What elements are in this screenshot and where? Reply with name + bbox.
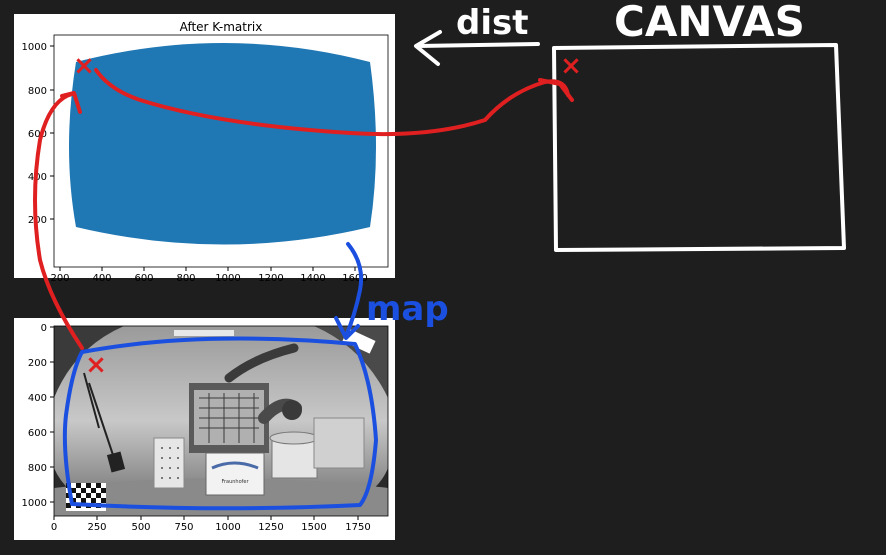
k-matrix-x-tick-label: 1200	[258, 273, 283, 284]
k-matrix-x-tick-label: 1400	[300, 273, 325, 284]
fisheye-y-tick-label: 0	[41, 323, 47, 334]
red-mapping-curve	[94, 68, 570, 137]
k-matrix-title: After K-matrix	[180, 20, 263, 34]
blue-image-outline	[62, 336, 378, 511]
map-label: map	[366, 289, 449, 329]
k-matrix-x-tick-label: 1000	[215, 273, 240, 284]
fisheye-y-tick-label: 400	[28, 393, 47, 404]
red-x-marker-image: ×	[85, 350, 107, 380]
blue-map-arrow	[334, 242, 364, 340]
fisheye-x-tick-label: 250	[87, 522, 106, 533]
k-matrix-x-tick-label: 1600	[342, 273, 367, 284]
fisheye-x-tick-label: 1250	[258, 522, 283, 533]
dist-label: dist	[456, 3, 528, 43]
k-matrix-y-tick-label: 600	[28, 129, 47, 140]
fisheye-x-tick-label: 1500	[301, 522, 326, 533]
red-x-marker-plot: ×	[73, 51, 95, 81]
red-arrowhead-canvas	[538, 78, 574, 102]
k-matrix-x-tick-label: 400	[92, 273, 111, 284]
red-arrowhead-plot	[60, 91, 82, 114]
dist-arrow	[414, 30, 540, 66]
fisheye-y-tick-label: 600	[28, 428, 47, 439]
k-matrix-y-tick-label: 1000	[22, 42, 47, 53]
fisheye-y-ticks: 0 200 400 600 800 1000	[22, 323, 54, 509]
k-matrix-distorted-region	[69, 43, 376, 245]
k-matrix-plot-panel: After K-matrix 200 400 600 800 1000 1200…	[14, 14, 395, 284]
k-matrix-axes-frame	[53, 34, 389, 268]
fisheye-y-tick-label: 200	[28, 358, 47, 369]
fisheye-x-tick-label: 500	[131, 522, 150, 533]
fisheye-y-tick-label: 800	[28, 463, 47, 474]
fisheye-x-tick-label: 750	[174, 522, 193, 533]
k-matrix-x-tick-label: 800	[176, 273, 195, 284]
fisheye-x-tick-label: 1750	[345, 522, 370, 533]
sign-label: Fraunhofer	[221, 479, 249, 485]
k-matrix-x-tick-label: 200	[50, 273, 69, 284]
canvas-box	[552, 43, 846, 252]
fisheye-x-tick-label: 0	[51, 522, 57, 533]
red-return-curve	[33, 92, 84, 350]
fisheye-axes-frame	[53, 325, 389, 517]
fisheye-x-ticks: 0 250 500 750 1000 1250 1500 1750	[51, 516, 371, 533]
k-matrix-plot: After K-matrix 200 400 600 800 1000 1200…	[22, 20, 389, 284]
k-matrix-x-ticks: 200 400 600 800 1000 1200 1400 1600	[50, 267, 368, 284]
fisheye-x-tick-label: 1000	[215, 522, 240, 533]
k-matrix-y-tick-label: 800	[28, 86, 47, 97]
red-x-marker-canvas: ×	[560, 51, 582, 81]
fisheye-y-tick-label: 1000	[22, 498, 47, 509]
fisheye-image-panel: Fraunhofer	[14, 318, 395, 540]
canvas-label: CANVAS	[614, 0, 805, 46]
k-matrix-x-tick-label: 600	[134, 273, 153, 284]
